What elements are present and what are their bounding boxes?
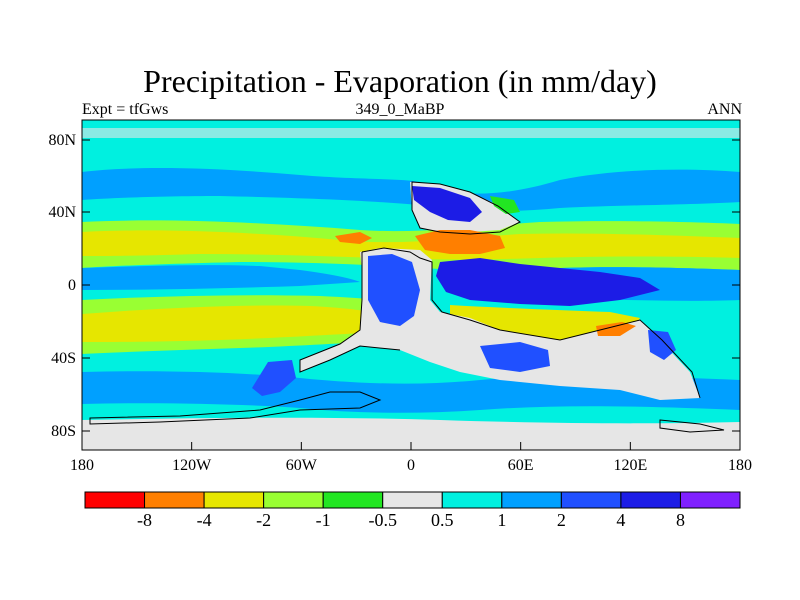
colorbar-swatch xyxy=(382,491,443,509)
wet-core-east xyxy=(436,258,660,306)
chart-title: Precipitation - Evaporation (in mm/day) xyxy=(143,63,657,99)
coastline-antarctic xyxy=(89,391,382,425)
lon-tick-label: 60E xyxy=(508,457,534,474)
arctic-band xyxy=(82,128,740,138)
lon-tick-label: 60W xyxy=(286,457,318,474)
wet-core-southwest xyxy=(252,360,296,396)
nh-dry-core xyxy=(82,230,740,260)
colorbar-swatch xyxy=(84,491,146,509)
colorbar-label: 0.5 xyxy=(431,510,454,530)
sh-dry-core xyxy=(82,305,395,342)
wet-core-southeast xyxy=(648,330,676,360)
colorbar-swatch xyxy=(144,491,205,509)
colorbar-label: 8 xyxy=(676,510,685,530)
map-field xyxy=(82,120,740,450)
season-label: ANN xyxy=(707,101,742,118)
lat-tick-label: 80N xyxy=(48,132,76,149)
lat-tick-label: 40N xyxy=(48,204,76,221)
colorbar-label: 4 xyxy=(616,510,625,530)
dry-patch-south xyxy=(596,322,636,336)
lon-tick-label: 180 xyxy=(70,457,94,474)
colorbar-swatch xyxy=(322,491,384,509)
dry-patch-north xyxy=(415,230,505,254)
lon-tick-label: 0 xyxy=(407,457,415,474)
lon-tick-label: 120E xyxy=(613,457,647,474)
coastline-south xyxy=(659,419,725,433)
colorbar-swatch xyxy=(560,491,622,509)
lat-tick-label: 0 xyxy=(68,277,76,294)
colorbar-swatch xyxy=(441,491,503,509)
antarctic-region xyxy=(82,417,740,450)
colorbar: -8 -4 -2 -1 -0.5 0.5 1 2 4 8 xyxy=(84,491,741,530)
colorbar-label: -2 xyxy=(256,510,271,530)
coastlines xyxy=(89,181,725,433)
colorbar-swatch xyxy=(203,491,265,509)
coastline-north xyxy=(411,181,521,235)
run-label: 349_0_MaBP xyxy=(355,101,445,118)
colorbar-swatch xyxy=(679,491,741,509)
colorbar-swatch xyxy=(263,491,324,509)
lon-tick-label: 180 xyxy=(728,457,752,474)
latitude-ticks: 80N 40N 0 40S 80S xyxy=(48,132,740,440)
lat-tick-label: 40S xyxy=(51,350,76,367)
equatorial-wet-band xyxy=(82,265,360,290)
colorbar-label: -8 xyxy=(137,510,152,530)
dry-patch-west xyxy=(335,232,372,244)
colorbar-swatch xyxy=(501,491,562,509)
green-margin-north xyxy=(490,196,520,214)
colorbar-label: -0.5 xyxy=(368,510,397,530)
colorbar-label: 1 xyxy=(497,510,506,530)
wet-core-north xyxy=(412,186,482,222)
axes: 80N 40N 0 40S 80S 180 120W 60W 0 60E 120E 180 xyxy=(48,132,752,474)
colorbar-swatch xyxy=(620,491,681,509)
lat-tick-label: 80S xyxy=(51,423,76,440)
colorbar-label: -4 xyxy=(197,510,212,530)
coastline-west xyxy=(299,252,401,373)
colorbar-label: 2 xyxy=(557,510,566,530)
longitude-ticks: 180 120W 60W 0 60E 120E 180 xyxy=(70,442,752,474)
wet-core-south xyxy=(480,342,550,372)
lon-tick-label: 120W xyxy=(172,457,212,474)
wet-core-central xyxy=(368,254,420,326)
experiment-label: Expt = tfGws xyxy=(82,101,169,118)
colorbar-label: -1 xyxy=(316,510,331,530)
coastline-pangaea xyxy=(361,247,701,399)
